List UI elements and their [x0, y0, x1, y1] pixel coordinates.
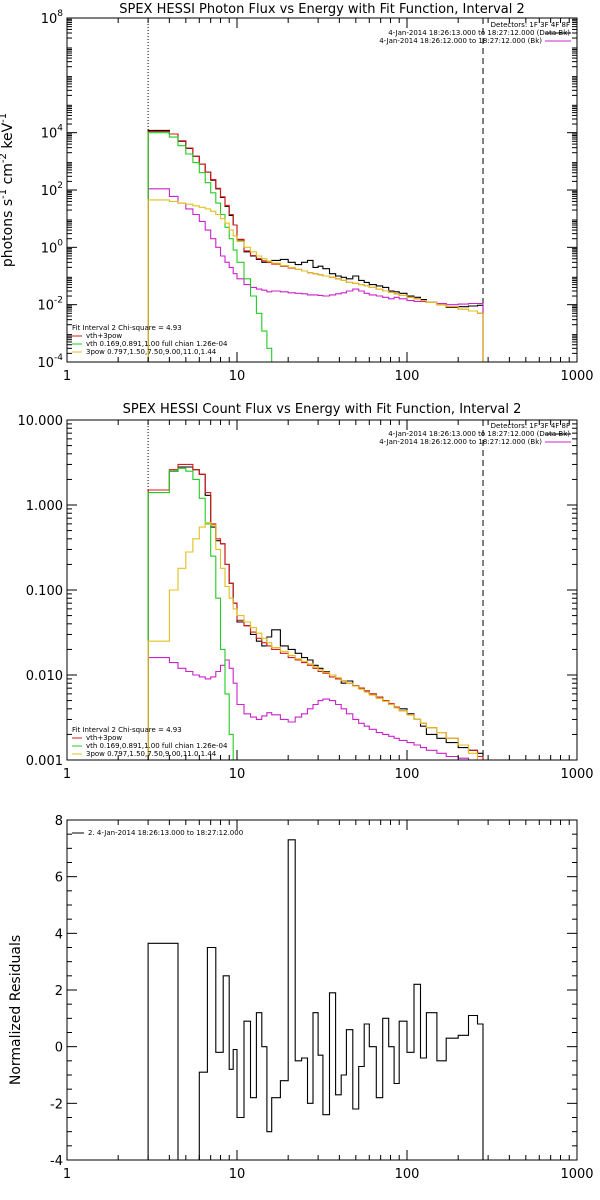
photon-plot-area: [147, 18, 484, 362]
photon-x-tick-label: 10: [229, 369, 246, 384]
photon-y-tick-label: 102: [41, 181, 63, 199]
photon-data-interval-text: 4-Jan-2014 18:26:13.000 to 18:27:12.000 …: [388, 29, 570, 37]
residuals-x-tick-label: 10: [229, 1167, 246, 1182]
count-y-tick-label: 0.001: [26, 754, 63, 769]
photon-y-tick-label: 100: [41, 238, 64, 256]
residuals-x-tick-label: 100: [395, 1167, 420, 1182]
photon-x-ticks: 1 10 100 1000: [63, 18, 594, 384]
count-y-ticks: 0.001 0.010 0.100 1.000 10.000: [18, 414, 577, 769]
residuals-y-axis-label: Normalized Residuals: [8, 935, 24, 1085]
photon-y-tick-label: 10-4: [37, 353, 63, 371]
photon-fit-title: Fit Interval 2 Chi-square = 4.93: [72, 324, 182, 332]
photon-y-axis-label: photons s-1 cm-2 keV-1: [0, 113, 16, 267]
photon-series-3pow: [147, 199, 484, 362]
count-bk-interval-text: 4-Jan-2014 18:26:12.000 to 18:27:12.000 …: [379, 438, 542, 446]
count-x-tick-label: 10: [229, 767, 246, 782]
photon-bk-interval-text: 4-Jan-2014 18:26:12.000 to 18:27:12.000 …: [379, 37, 542, 45]
count-series-bk: [147, 657, 483, 760]
count-fit-item-label: vth+3pow: [86, 734, 122, 742]
count-series-group: [147, 420, 484, 760]
count-x-tick-label: 1: [63, 767, 71, 782]
count-y-tick-label: 0.010: [26, 669, 63, 684]
photon-y-ticks: 10-4 10-2 100 102 104 108: [37, 9, 577, 371]
photon-fit-item-label: vth 0.169,0.891,1.00 full chian 1.26e-04: [86, 340, 228, 348]
photon-x-tick-label: 1000: [560, 369, 593, 384]
count-chart-title: SPEX HESSI Count Flux vs Energy with Fit…: [123, 402, 522, 417]
photon-fit-item-label: 3pow 0.797,1.50,7.50,9.00,11.0,1.44: [86, 348, 217, 356]
residuals-series-group: [147, 839, 484, 1160]
photon-chart-title: SPEX HESSI Photon Flux vs Energy with Fi…: [119, 2, 525, 17]
photon-y-tick-label: 108: [41, 9, 64, 27]
photon-series-group: [147, 18, 484, 362]
photon-axes-frame: [66, 17, 578, 363]
count-fit-title: Fit Interval 2 Chi-square = 4.93: [72, 726, 182, 734]
residuals-y-tick-label: -4: [50, 1154, 63, 1169]
photon-series-data-bk: [147, 129, 484, 362]
count-y-tick-label: 1.000: [26, 499, 63, 514]
residuals-y-tick-label: 4: [55, 927, 63, 942]
residuals-y-tick-label: -2: [50, 1097, 63, 1112]
count-x-ticks: 1 10 100 1000: [63, 420, 594, 782]
count-flux-panel: SPEX HESSI Count Flux vs Energy with Fit…: [18, 402, 594, 782]
count-series-data-bk: [147, 466, 484, 760]
count-series-vth-3pow: [147, 463, 484, 760]
residuals-y-tick-label: 0: [55, 1041, 63, 1056]
count-y-tick-label: 10.000: [18, 414, 64, 429]
photon-detectors-text: Detectors: 1F 3F 4F 8F: [491, 21, 570, 29]
residuals-y-tick-label: 6: [55, 871, 63, 886]
residuals-series-residuals: [147, 839, 484, 1160]
count-series-3pow: [147, 522, 483, 760]
residuals-x-tick-label: 1: [63, 1167, 71, 1182]
photon-x-tick-label: 100: [395, 369, 420, 384]
count-x-tick-label: 100: [395, 767, 420, 782]
count-y-tick-label: 0.100: [26, 584, 63, 599]
residuals-x-tick-label: 1000: [560, 1167, 593, 1182]
photon-fit-item-label: vth+3pow: [86, 332, 122, 340]
photon-header-legend: Detectors: 1F 3F 4F 8F 4-Jan-2014 18:26:…: [379, 21, 571, 45]
count-header-legend: Detectors: 1F 3F 4F 8F 4-Jan-2014 18:26:…: [379, 422, 571, 446]
photon-series-bk: [147, 188, 484, 362]
residuals-y-ticks: -4 -2 0 2 4 6 8: [50, 814, 577, 1169]
photon-x-tick-label: 1: [63, 369, 71, 384]
count-axes-frame: [66, 419, 578, 761]
residuals-x-ticks: 1 10 100 1000: [63, 820, 594, 1182]
count-fit-legend: Fit Interval 2 Chi-square = 4.93 vth+3po…: [72, 726, 228, 758]
photon-series-vth-3pow: [147, 130, 484, 362]
count-x-tick-label: 1000: [560, 767, 593, 782]
residuals-plot-area: [147, 839, 484, 1160]
photon-series-vth: [147, 132, 289, 362]
photon-y-tick-label: 10-2: [37, 296, 63, 314]
residuals-legend-text: 2. 4-Jan-2014 18:26:13.000 to 18:27:12.0…: [88, 829, 243, 837]
count-plot-area: [147, 420, 484, 760]
residuals-y-tick-label: 2: [55, 984, 63, 999]
count-series-vth: [147, 467, 251, 760]
residuals-axes-frame: [66, 819, 578, 1161]
count-fit-item-label: vth 0.169,0.891,1.00 full chian 1.26e-04: [86, 742, 228, 750]
count-fit-item-label: 3pow 0.797,1.50,7.50,9.00,11.0,1.44: [86, 750, 217, 758]
photon-flux-panel: SPEX HESSI Photon Flux vs Energy with Fi…: [0, 2, 594, 384]
photon-y-tick-label: 104: [41, 124, 64, 142]
count-data-interval-text: 4-Jan-2014 18:26:13.000 to 18:27:12.000 …: [388, 430, 570, 438]
count-detectors-text: Detectors: 1F 3F 4F 8F: [491, 422, 570, 430]
residuals-y-tick-label: 8: [55, 814, 63, 829]
residuals-legend: 2. 4-Jan-2014 18:26:13.000 to 18:27:12.0…: [72, 829, 243, 837]
photon-fit-legend: Fit Interval 2 Chi-square = 4.93 vth+3po…: [72, 324, 228, 356]
residuals-panel: Normalized Residuals -4 -2 0 2 4 6 8 1 10 100 100…: [8, 814, 594, 1182]
